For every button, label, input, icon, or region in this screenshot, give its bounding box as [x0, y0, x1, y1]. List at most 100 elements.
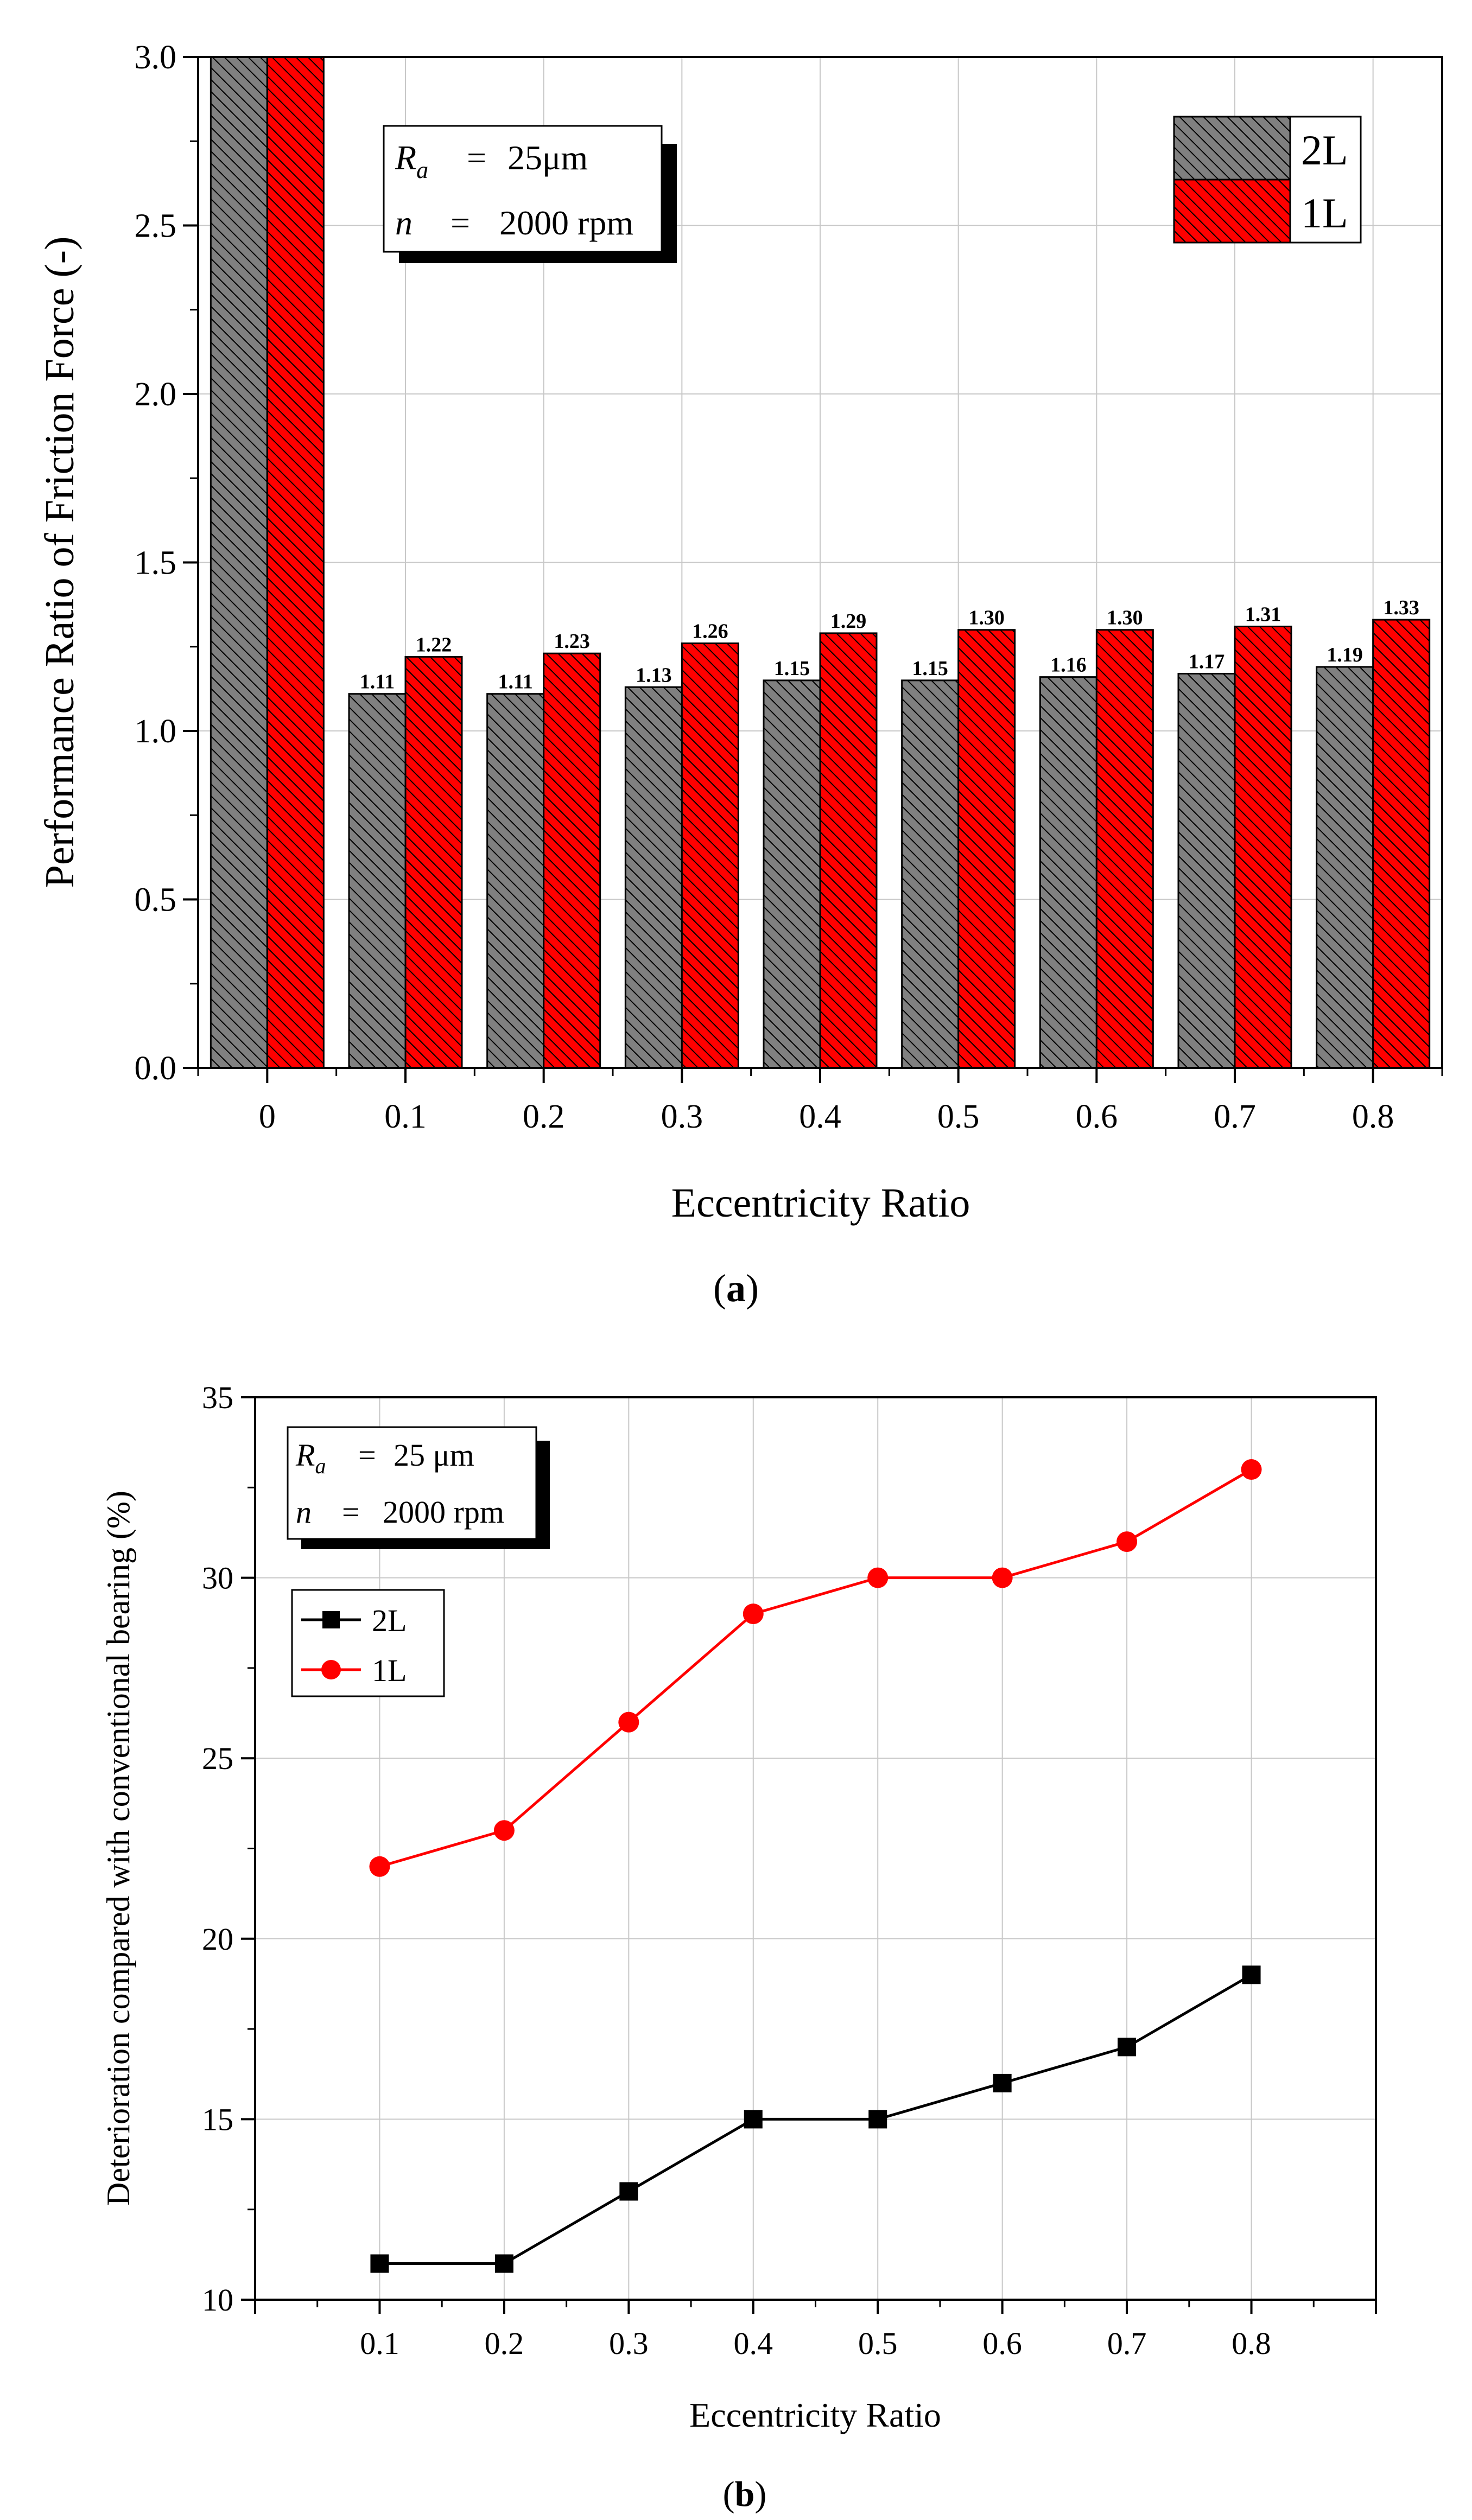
bar-label-2L-0-2: 1.11	[498, 671, 532, 693]
point-1L-0-2	[493, 1820, 515, 1841]
bar-label-2L-0-1: 1.11	[360, 671, 395, 693]
bar-label-2L-0-6: 1.16	[1050, 654, 1087, 677]
annotation-ra-a: Ra = 25μm	[395, 138, 588, 183]
y-tick-label-2-5: 2.5	[135, 208, 177, 245]
y-tick-label-0-5: 0.5	[135, 882, 177, 919]
x-tick-label-0: 0	[259, 1098, 276, 1135]
y-tick-label-10: 10	[202, 2282, 233, 2318]
bar-label-1L-0-5: 1.30	[968, 607, 1005, 629]
point-2L-0-7	[1118, 2038, 1137, 2057]
y-tick-label-1-0: 1.0	[135, 713, 177, 750]
y-tick-label-20: 20	[202, 1921, 233, 1957]
x-tick-label-0-5: 0.5	[937, 1098, 980, 1135]
point-1L-0-7	[1116, 1531, 1138, 1552]
x-tick-label-0-7: 0.7	[1107, 2326, 1147, 2361]
x-tick-label-0-7: 0.7	[1214, 1098, 1256, 1135]
legend-b: 2L 1L	[291, 1589, 445, 1697]
x-axis-title-a: Eccentricity Ratio	[671, 1180, 970, 1226]
bar-2L-0-8	[1316, 666, 1374, 1069]
bar-label-2L-0-5: 1.15	[912, 657, 948, 680]
x-tick-label-0-6: 0.6	[982, 2326, 1022, 2361]
series-line-1L	[379, 1468, 1252, 1868]
bar-1L-0-5	[957, 629, 1016, 1069]
point-2L-0-1	[370, 2254, 389, 2273]
y-tick-label-3-0: 3.0	[135, 39, 177, 76]
legend-swatch-1L	[1173, 179, 1291, 244]
bar-label-2L-0-3: 1.13	[636, 664, 672, 686]
bar-2L-0-5	[901, 679, 960, 1069]
bar-2L-0-3	[624, 686, 683, 1069]
bar-2L-0-2	[486, 693, 545, 1069]
bar-2L-0-1	[348, 693, 407, 1069]
point-1L-0-3	[618, 1711, 639, 1733]
point-2L-0-2	[494, 2254, 513, 2273]
x-tick-label-0-4: 0.4	[734, 2326, 773, 2361]
bar-labels-a: 1.11 1.22 1.11 1.23 1.13 1.26 1.15 1.29 1.15 1.30…	[360, 596, 1419, 693]
x-tick-label-0-3: 0.3	[661, 1098, 703, 1135]
point-2L-0-3	[619, 2182, 638, 2201]
bar-label-1L-0-2: 1.23	[554, 630, 590, 653]
bar-label-2L-0-8: 1.19	[1327, 644, 1363, 666]
point-2L-0-6	[993, 2073, 1012, 2092]
bar-1L-0-6	[1095, 629, 1154, 1069]
y-tick-label-15: 15	[202, 2102, 233, 2137]
chart-a: 1.11 1.22 1.11 1.23 1.13 1.26 1.15 1.29 1.15 1.30…	[37, 39, 1443, 1310]
bar-label-1L-0-7: 1.31	[1245, 603, 1281, 626]
bar-2L-0-6	[1039, 676, 1097, 1069]
annotation-n-a: n = 2000 rpm	[395, 203, 633, 242]
annotation-ra-b: Ra = 25 μm	[295, 1437, 474, 1478]
legend-swatch-2L	[1173, 116, 1291, 181]
x-tick-label-0-3: 0.3	[609, 2326, 649, 2361]
bar-label-1L-0-4: 1.29	[830, 610, 867, 633]
bar-label-1L-0-8: 1.33	[1383, 596, 1419, 619]
legend-label-1L: 1L	[1301, 189, 1348, 237]
point-1L-0-1	[369, 1856, 390, 1877]
point-2L-0-4	[744, 2110, 763, 2129]
point-2L-0-5	[868, 2110, 887, 2129]
legend-marker-2L	[322, 1611, 340, 1628]
y-axis-b: 10 15 20 25 30 35	[202, 1380, 255, 2318]
x-axis-title-b: Eccentricity Ratio	[689, 2396, 941, 2434]
y-tick-label-30: 30	[202, 1561, 233, 1596]
annotation-box-b: Ra = 25 μm n = 2000 rpm	[287, 1426, 550, 1549]
point-2L-0-8	[1242, 1965, 1261, 1984]
legend-a: 2L 1L	[1173, 116, 1362, 244]
y-tick-label-25: 25	[202, 1741, 233, 1776]
bar-1L-0-8	[1372, 619, 1431, 1069]
bar-1L-0-4	[819, 632, 878, 1069]
x-axis-b: 0.1 0.2 0.3 0.4 0.5 0.6 0.7 0.8	[254, 2300, 1377, 2361]
series-line-2L	[379, 1974, 1252, 2265]
bar-2L-0-7	[1177, 672, 1236, 1069]
x-tick-label-0-6: 0.6	[1076, 1098, 1118, 1135]
y-axis-title-b: Deterioration compared with conventional…	[100, 1491, 136, 2206]
y-axis-title-a: Performance Ratio of Friction Force (-)	[37, 237, 83, 888]
x-tick-label-0-2: 0.2	[485, 2326, 524, 2361]
x-tick-label-0-5: 0.5	[858, 2326, 898, 2361]
bar-2L-0-4	[763, 679, 821, 1069]
point-1L-0-5	[867, 1567, 889, 1588]
y-axis-a: 0.0 0.5 1.0 1.5 2.0 2.5 3.0	[135, 39, 198, 1087]
legend-label-1L-b: 1L	[372, 1653, 407, 1688]
point-1L-0-8	[1241, 1459, 1262, 1480]
y-tick-label-0-0: 0.0	[135, 1050, 177, 1087]
x-tick-label-0-8: 0.8	[1352, 1098, 1394, 1135]
panel-label-a: (a)	[713, 1267, 759, 1310]
annotation-n-b: n = 2000 rpm	[296, 1494, 504, 1530]
chart-b: 10 15 20 25 30 35 0.1 0.2 0.3 0.4 0.5 0.6 0.7 0.8 De…	[100, 1380, 1377, 2514]
bar-label-2L-0-7: 1.17	[1189, 650, 1225, 673]
x-tick-label-0-1: 0.1	[360, 2326, 399, 2361]
legend-label-2L-b: 2L	[372, 1603, 407, 1638]
legend-marker-1L	[321, 1660, 341, 1679]
panel-label-b: (b)	[723, 2474, 767, 2514]
bar-1L-0-3	[681, 642, 739, 1069]
legend-label-2L: 2L	[1301, 126, 1348, 174]
lines-b	[369, 1459, 1262, 2273]
x-tick-label-0-8: 0.8	[1232, 2326, 1271, 2361]
annotation-box-a: Ra = 25μm n = 2000 rpm	[383, 125, 677, 263]
bar-label-2L-0-4: 1.15	[774, 657, 810, 680]
bar-label-1L-0-6: 1.30	[1107, 607, 1143, 629]
bar-1L-0-7	[1234, 625, 1292, 1069]
x-tick-label-0-1: 0.1	[384, 1098, 427, 1135]
y-tick-label-1-5: 1.5	[135, 545, 177, 582]
